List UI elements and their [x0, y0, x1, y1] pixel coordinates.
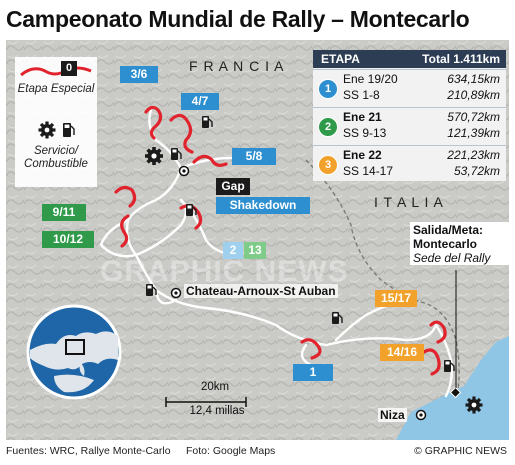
stage-tag-3-6: 3/6 — [120, 66, 158, 83]
leg-special-km: 121,39km — [447, 126, 500, 140]
fuel-pump-icon — [186, 204, 197, 216]
legend: 0 Etapa Especial Servicio/ Combustible — [15, 57, 97, 187]
table-row: 3 Ene 22 SS 14-17 221,23km 53,72km — [313, 145, 506, 184]
footer-sources: Fuentes: WRC, Rallye Monte-Carlo — [6, 445, 171, 457]
stage-14-16 — [422, 348, 441, 376]
gear-icon — [145, 147, 163, 165]
fuel-pump-icon — [444, 360, 455, 372]
town-marker-chateau — [170, 287, 182, 299]
page-title: Campeonato Mundial de Rally – Montecarlo — [6, 6, 470, 32]
fuel-pump-icon — [146, 284, 157, 296]
watermark: GRAPHIC NEWS — [100, 255, 349, 288]
leg-total-km: 634,15km — [447, 72, 500, 86]
table-row: 2 Ene 21 SS 9-13 570,72km 121,39km — [313, 107, 506, 146]
town-marker-gap — [178, 165, 190, 177]
leg-stages: SS 14-17 — [343, 164, 394, 178]
stage-tag-14-16: 14/16 — [380, 344, 424, 361]
stage-5-8 — [192, 154, 228, 167]
map-icons — [145, 116, 483, 421]
leg-date: Ene 21 — [343, 110, 382, 124]
stage-4-7 — [169, 113, 194, 154]
leg-number: 3 — [318, 155, 338, 175]
legend-service-icons — [38, 121, 75, 139]
place-label-chateau: Chateau-Arnoux-St Auban — [184, 284, 338, 298]
finish-marker — [449, 386, 462, 399]
leg-special-km: 53,72km — [453, 164, 500, 178]
leg-number: 2 — [318, 117, 338, 137]
country-label-italy: I T A L I A — [374, 194, 444, 210]
footer-photo: Foto: Google Maps — [186, 445, 276, 457]
stage-tag-13: 13 — [244, 242, 266, 259]
stage-table: ETAPA Total 1.411km 1 Ene 19/20 SS 1-8 6… — [313, 50, 506, 181]
stage-tag-4-7: 4/7 — [181, 93, 219, 110]
scale-bar — [165, 397, 247, 407]
table-row: 1 Ene 19/20 SS 1-8 634,15km 210,89km — [313, 69, 506, 108]
gear-icon — [465, 396, 483, 414]
scale-miles: 12,4 millas — [189, 405, 245, 417]
gear-icon — [38, 121, 56, 139]
leg-stages: SS 1-8 — [343, 88, 380, 102]
stage-9-11 — [114, 185, 137, 208]
stage-tag-2: 2 — [223, 242, 243, 259]
finish-sublabel: Sede del Rally — [410, 251, 509, 265]
fuel-pump-icon — [202, 116, 213, 128]
stage-15-17 — [429, 320, 447, 344]
leg-special-km: 210,89km — [447, 88, 500, 102]
stage-1 — [300, 338, 322, 360]
leg-stages: SS 9-13 — [343, 126, 387, 140]
legend-stage-number: 0 — [65, 62, 73, 74]
leg-total-km: 570,72km — [447, 110, 500, 124]
fuel-pump-icon — [332, 312, 343, 324]
leg-total-km: 221,23km — [447, 148, 500, 162]
town-marker-nice — [415, 409, 427, 421]
place-label-nice: Niza — [378, 408, 407, 422]
leg-date: Ene 19/20 — [343, 72, 398, 86]
leg-number: 1 — [318, 79, 338, 99]
header-stage: ETAPA — [321, 52, 360, 66]
table-header: ETAPA Total 1.411km — [313, 50, 506, 68]
stage-tag-15-17: 15/17 — [375, 290, 417, 307]
stage-tag-shakedown: Shakedown — [216, 197, 310, 214]
stage-tag-10-12: 10/12 — [42, 231, 94, 248]
stage-tag-9-11: 9/11 — [42, 204, 86, 221]
stage-10-12 — [120, 214, 130, 248]
legend-special-stage: Etapa Especial — [17, 83, 95, 95]
legend-service: Servicio/ Combustible — [24, 145, 88, 170]
scale-km: 20km — [200, 381, 230, 393]
fuel-pump-icon — [171, 148, 182, 160]
stage-tag-1: 1 — [293, 364, 333, 381]
country-label-france: F R A N C I A — [189, 58, 285, 74]
footer-credit: © GRAPHIC NEWS — [414, 445, 507, 457]
stage-3-6 — [144, 105, 163, 140]
header-total: Total 1.411km — [422, 52, 500, 66]
leg-date: Ene 22 — [343, 148, 382, 162]
stage-tag-5-8: 5/8 — [232, 148, 276, 165]
finish-label: Salida/Meta: Montecarlo — [410, 222, 509, 252]
stage-tag-gap: Gap — [216, 178, 250, 195]
fuel-pump-icon — [63, 123, 75, 137]
locator-globe — [26, 304, 122, 400]
special-stage-sample — [20, 61, 92, 77]
